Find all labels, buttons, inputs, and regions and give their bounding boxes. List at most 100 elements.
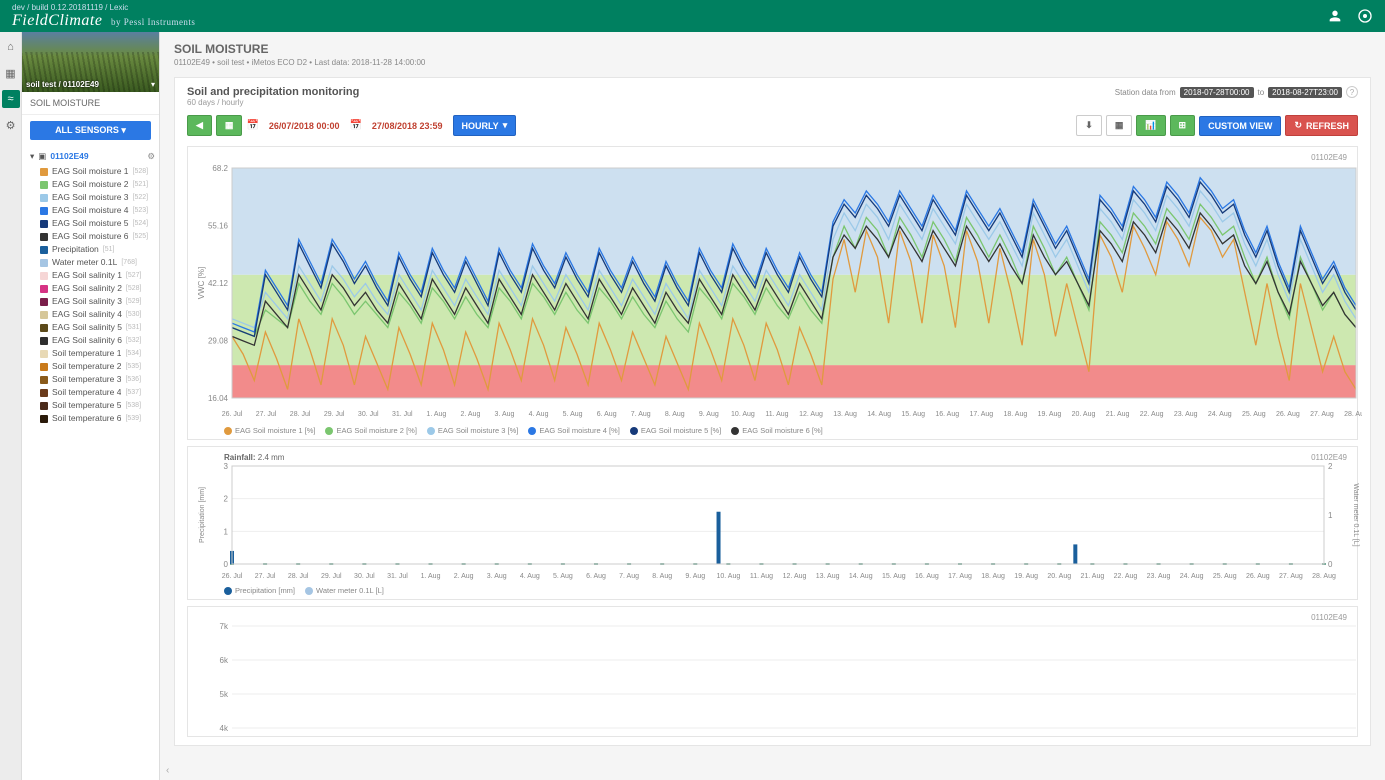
all-sensors-button[interactable]: ALL SENSORS ▾ (30, 121, 151, 140)
sensor-item[interactable]: EAG Soil moisture 5[524] (40, 217, 155, 230)
back-button[interactable]: ◀ (187, 115, 212, 136)
nav-home-icon[interactable]: ⌂ (2, 38, 20, 56)
sensor-code: [538] (125, 399, 141, 412)
grid-button[interactable]: ▦ (1106, 115, 1133, 136)
sensor-item[interactable]: Soil temperature 6[539] (40, 412, 155, 425)
sensor-item[interactable]: EAG Soil salinity 4 [530] (40, 308, 155, 321)
sensor-tree: ▾ ▣ 01102E49 ⚙ EAG Soil moisture 1[528]E… (22, 146, 159, 780)
sensor-item[interactable]: Precipitation[51] (40, 243, 155, 256)
date-to[interactable]: 27/08/2018 23:59 (366, 121, 449, 131)
svg-text:28. Jul: 28. Jul (290, 411, 311, 418)
collapse-sidebar-icon[interactable]: ‹ (166, 765, 169, 776)
svg-text:26. Jul: 26. Jul (222, 411, 243, 418)
svg-text:24. Aug: 24. Aug (1208, 411, 1232, 418)
svg-text:24. Aug: 24. Aug (1180, 573, 1204, 580)
sensor-item[interactable]: EAG Soil salinity 6 [532] (40, 334, 155, 347)
svg-text:2. Aug: 2. Aug (454, 573, 474, 580)
sensor-swatch (40, 337, 48, 345)
user-icon[interactable] (1327, 8, 1343, 24)
sensor-item[interactable]: EAG Soil salinity 5[531] (40, 321, 155, 334)
svg-text:68.2: 68.2 (212, 164, 228, 173)
sensor-name: Soil temperature 5 (52, 399, 121, 412)
calendar-from-icon[interactable]: 📅 (246, 120, 258, 131)
sensor-code: [521] (133, 178, 149, 191)
legend-item[interactable]: EAG Soil moisture 3 [%] (427, 426, 518, 435)
sensor-item[interactable]: EAG Soil moisture 6[525] (40, 230, 155, 243)
nav-settings-icon[interactable]: ⚙ (2, 116, 20, 134)
hourly-button[interactable]: HOURLY ▾ (453, 115, 517, 136)
sensor-item[interactable]: EAG Soil salinity 3[529] (40, 295, 155, 308)
svg-text:12. Aug: 12. Aug (799, 411, 823, 418)
sensor-item[interactable]: Soil temperature 2[535] (40, 360, 155, 373)
station-image[interactable]: soil test / 01102E49 ▾ (22, 32, 159, 92)
svg-text:22. Aug: 22. Aug (1114, 573, 1138, 580)
svg-text:2: 2 (224, 495, 229, 504)
nav-moisture-icon[interactable]: ≈ (2, 90, 20, 108)
station-gear-icon[interactable]: ⚙ (147, 150, 155, 163)
sensor-swatch (40, 350, 48, 358)
sensor-name: EAG Soil salinity 4 (52, 308, 122, 321)
sensor-swatch (40, 298, 48, 306)
station-id[interactable]: 01102E49 (50, 150, 88, 163)
svg-text:14. Aug: 14. Aug (867, 411, 891, 418)
sensor-swatch (40, 233, 48, 241)
svg-text:5k: 5k (220, 690, 229, 699)
station-node-icon: ▣ (38, 150, 46, 163)
svg-text:19. Aug: 19. Aug (1038, 411, 1062, 418)
help-icon[interactable]: ? (1346, 86, 1358, 98)
refresh-button[interactable]: ↻ REFRESH (1285, 115, 1358, 136)
svg-text:12. Aug: 12. Aug (783, 573, 807, 580)
svg-text:20. Aug: 20. Aug (1072, 411, 1096, 418)
calendar-to-icon[interactable]: 📅 (349, 120, 361, 131)
sensor-code: [51] (103, 243, 115, 256)
brand-sub: by Pessl Instruments (111, 17, 196, 27)
svg-text:28. Aug: 28. Aug (1344, 411, 1362, 418)
svg-text:14. Aug: 14. Aug (849, 573, 873, 580)
sensor-item[interactable]: Soil temperature 5 [538] (40, 399, 155, 412)
legend-item[interactable]: EAG Soil moisture 5 [%] (630, 426, 721, 435)
svg-text:Precipitation [mm]: Precipitation [mm] (199, 487, 206, 543)
monitoring-panel: Soil and precipitation monitoring 60 day… (174, 77, 1371, 746)
table-view-button[interactable]: ⊞ (1170, 115, 1196, 136)
sensor-code: [528] (126, 282, 142, 295)
legend-item[interactable]: EAG Soil moisture 1 [%] (224, 426, 315, 435)
station-caret-icon[interactable]: ▾ (151, 80, 155, 89)
sensor-item[interactable]: EAG Soil moisture 1[528] (40, 165, 155, 178)
sensor-item[interactable]: EAG Soil moisture 2[521] (40, 178, 155, 191)
chart-view-button[interactable]: 📊 (1136, 115, 1165, 136)
legend-item[interactable]: EAG Soil moisture 6 [%] (731, 426, 822, 435)
legend-item[interactable]: Precipitation [mm] (224, 586, 295, 595)
legend-item[interactable]: Water meter 0.1L [L] (305, 586, 384, 595)
legend-item[interactable]: EAG Soil moisture 4 [%] (528, 426, 619, 435)
brand-logo[interactable]: FieldClimate by Pessl Instruments (12, 12, 195, 30)
legend-item[interactable]: EAG Soil moisture 2 [%] (325, 426, 416, 435)
sensor-item[interactable]: EAG Soil salinity 2[528] (40, 282, 155, 295)
sensor-item[interactable]: EAG Soil moisture 3[522] (40, 191, 155, 204)
svg-text:9. Aug: 9. Aug (699, 411, 719, 418)
nav-chart-icon[interactable]: ▦ (2, 64, 20, 82)
app-icon[interactable] (1357, 8, 1373, 24)
main-content: SOIL MOISTURE 01102E49 • soil test • iMe… (160, 32, 1385, 780)
tree-caret-icon[interactable]: ▾ (30, 150, 34, 163)
sensor-item[interactable]: EAG Soil moisture 4[523] (40, 204, 155, 217)
sensor-code: [532] (126, 334, 142, 347)
date-from[interactable]: 26/07/2018 00:00 (263, 121, 346, 131)
sensor-name: EAG Soil salinity 6 (52, 334, 122, 347)
svg-text:28. Jul: 28. Jul (288, 573, 309, 580)
sensor-name: Water meter 0.1L (52, 256, 117, 269)
sensor-item[interactable]: EAG Soil salinity 1[527] (40, 269, 155, 282)
chart3-station-label: 01102E49 (194, 613, 1351, 622)
sensor-code: [768] (121, 256, 137, 269)
sensor-item[interactable]: Soil temperature 4[537] (40, 386, 155, 399)
custom-view-button[interactable]: CUSTOM VIEW (1199, 116, 1281, 136)
sensor-code: [530] (126, 308, 142, 321)
sensor-swatch (40, 363, 48, 371)
sensor-item[interactable]: Soil temperature 3[536] (40, 373, 155, 386)
download-button[interactable]: ⬇ (1076, 115, 1102, 136)
sensor-name: Soil temperature 1 (52, 347, 121, 360)
sensor-item[interactable]: Water meter 0.1L [768] (40, 256, 155, 269)
sensor-item[interactable]: Soil temperature 1[534] (40, 347, 155, 360)
calendar-button[interactable]: ▦ (216, 115, 243, 136)
sensor-code: [529] (126, 295, 142, 308)
svg-text:0: 0 (224, 560, 229, 569)
